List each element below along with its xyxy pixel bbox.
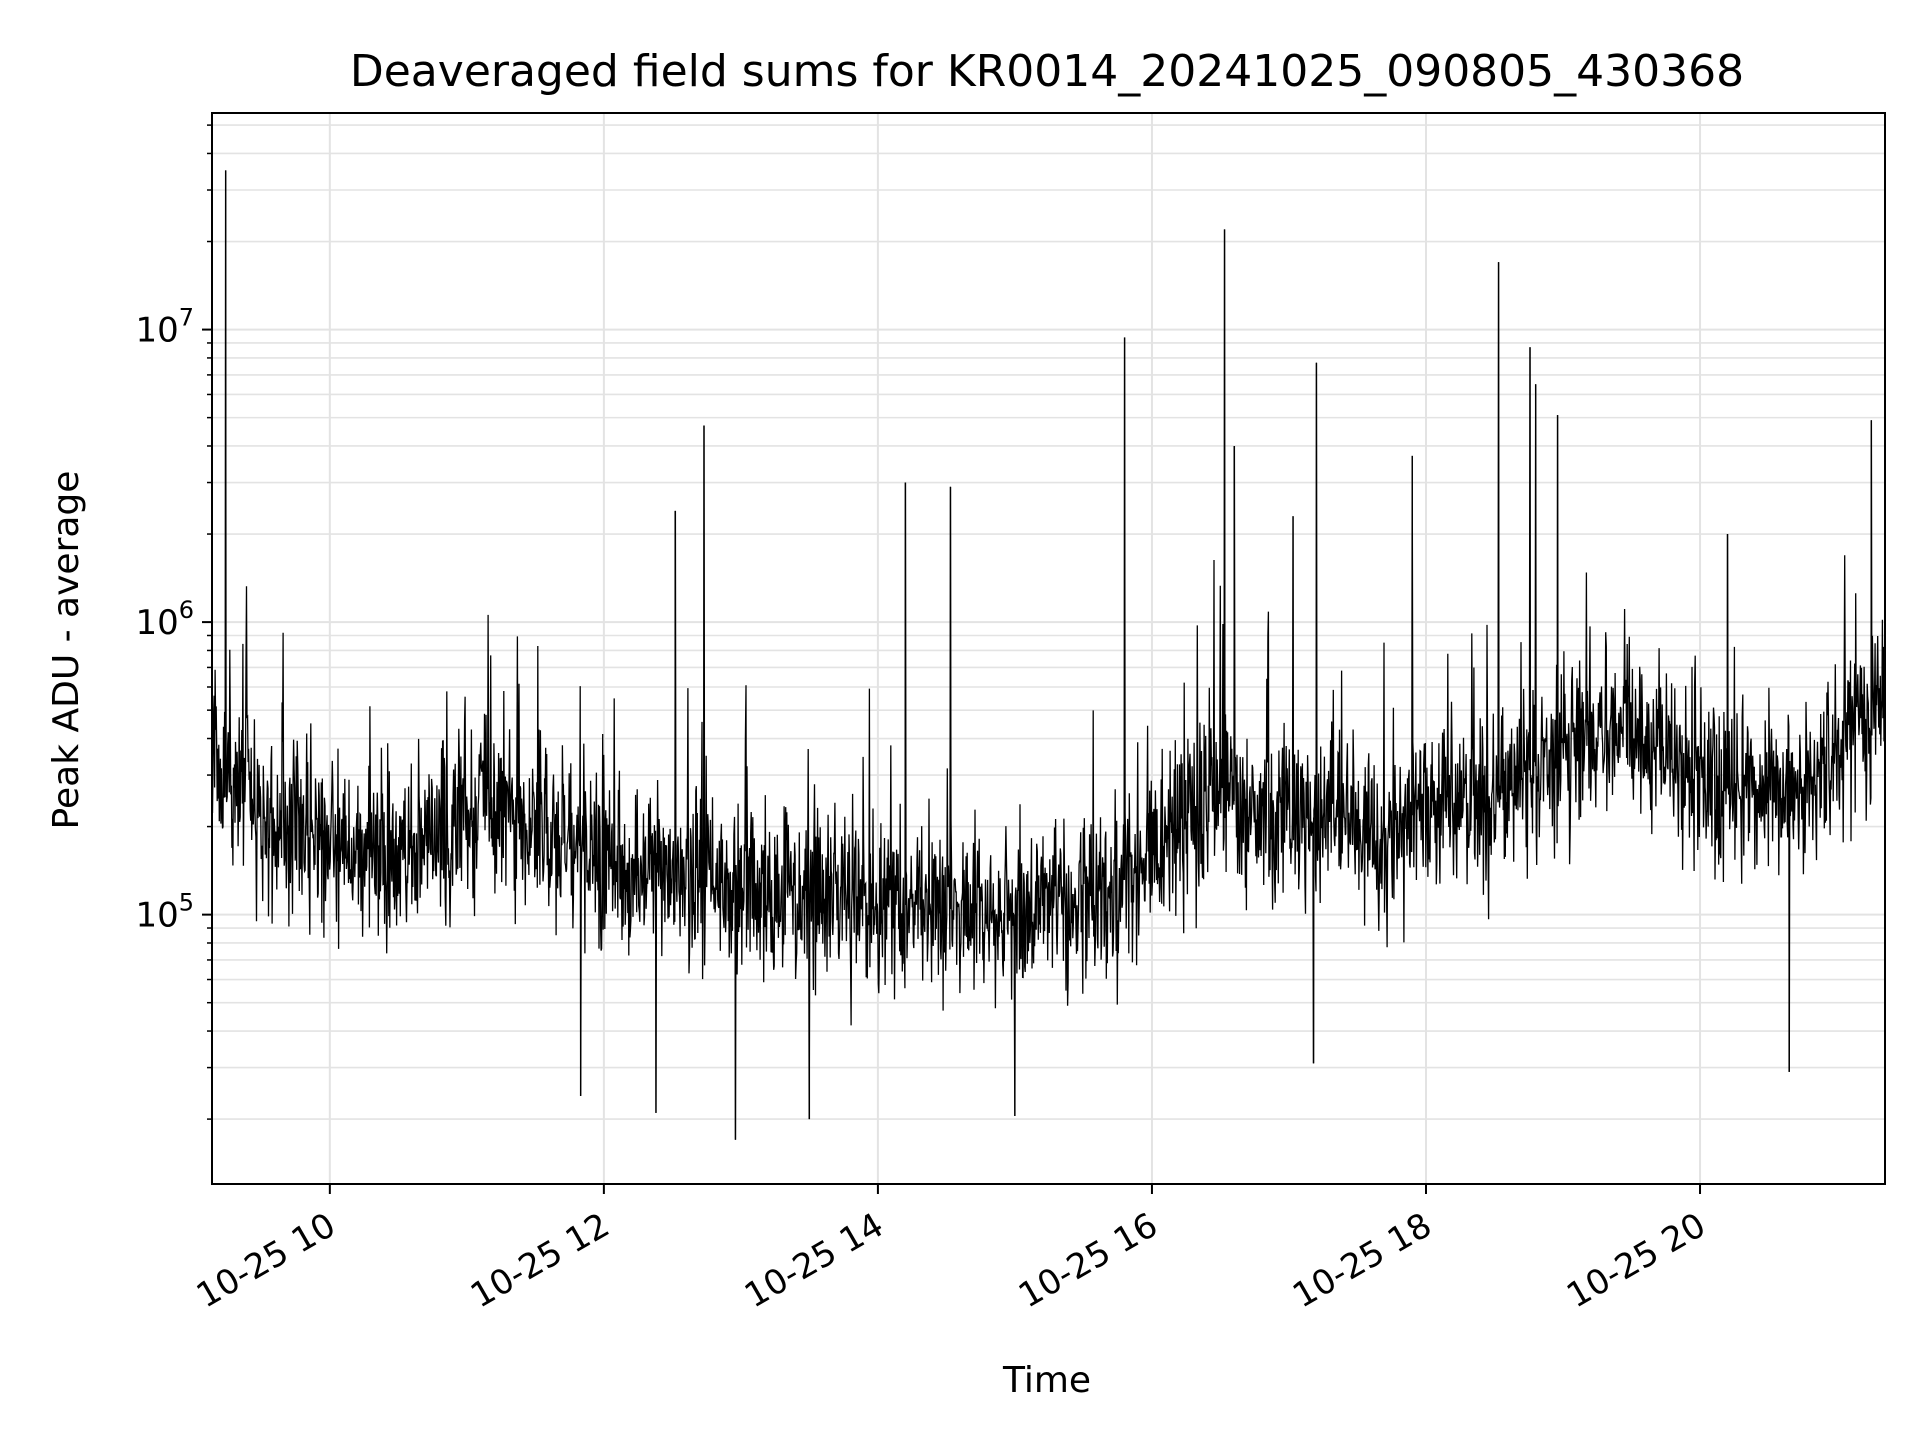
series <box>211 170 1886 1140</box>
series-line <box>211 170 1886 1140</box>
chart-title: Deaveraged field sums for KR0014_2024102… <box>350 46 1744 97</box>
y-tick-label: 106 <box>135 596 194 643</box>
y-axis: 105 106 107 <box>135 124 212 1120</box>
y-tick-label: 107 <box>135 304 194 351</box>
x-axis-label: Time <box>1002 1360 1091 1401</box>
y-tick-label: 105 <box>135 889 194 936</box>
plot-frame <box>211 112 1886 1185</box>
y-axis-label: Peak ADU - average <box>46 471 87 830</box>
